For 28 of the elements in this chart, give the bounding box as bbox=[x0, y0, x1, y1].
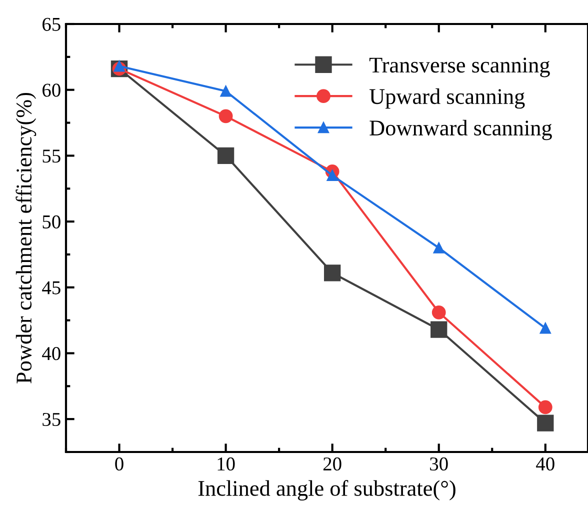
x-tick-label: 0 bbox=[115, 457, 124, 471]
point bbox=[217, 147, 234, 164]
point bbox=[326, 170, 338, 181]
point bbox=[430, 321, 448, 338]
legend-label: Downward scanning bbox=[370, 120, 552, 140]
x-tick-label: 20 bbox=[323, 457, 342, 471]
point bbox=[324, 264, 341, 282]
y-tick-label: 60 bbox=[42, 84, 60, 97]
y-tick-label: 50 bbox=[42, 215, 60, 228]
x-tick-label: 30 bbox=[430, 457, 448, 471]
legend-label: Transverse scanning bbox=[369, 58, 550, 78]
x-tick-label: 10 bbox=[218, 457, 235, 471]
point bbox=[220, 86, 232, 97]
point bbox=[540, 322, 551, 334]
y-tick-label: 45 bbox=[42, 281, 60, 294]
y-tick-label: 35 bbox=[42, 412, 60, 426]
point bbox=[432, 305, 446, 320]
y-tick-label: 55 bbox=[42, 150, 60, 163]
y-axis-title: Powder catchment efficiency(%) bbox=[16, 92, 36, 384]
y-tick-label: 65 bbox=[42, 18, 60, 31]
legend-label: Upward scanning bbox=[370, 88, 525, 109]
point bbox=[218, 109, 233, 124]
y-tick-label: 40 bbox=[42, 347, 60, 360]
x-axis-title: Inclined angle of substrate(°) bbox=[198, 480, 456, 500]
point bbox=[538, 400, 552, 414]
point bbox=[537, 414, 554, 432]
x-tick-label: 40 bbox=[536, 457, 554, 471]
point bbox=[433, 242, 444, 254]
